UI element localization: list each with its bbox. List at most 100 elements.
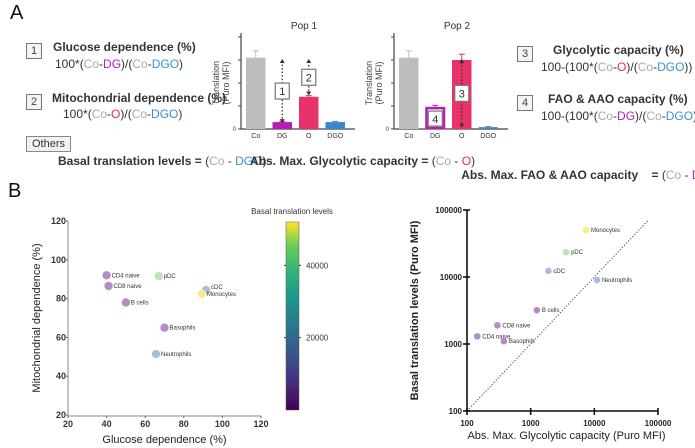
expr-text: )) [693, 109, 695, 123]
x-tick-label: O [306, 133, 312, 140]
y-tick-label: 0 [233, 127, 237, 133]
expr-term-mag: DG [617, 109, 636, 123]
bar-dgo [325, 122, 345, 129]
data-point [151, 349, 161, 359]
expr-text: ( [661, 168, 666, 182]
y-axis-label-line: Translation [211, 61, 221, 105]
annotation-number: 3 [459, 88, 465, 100]
data-point [104, 281, 113, 291]
y-axis-label: Basal translation levels (Puro MFI) [409, 220, 421, 400]
arrow-head-up [459, 59, 465, 63]
formula-number-badge: 1 [26, 43, 42, 59]
expr-text: ( [205, 154, 210, 168]
other-expression: (Co - DGO) [205, 154, 266, 168]
x-tick-label: DG [430, 133, 441, 140]
formula-1-expression: 100*(Co-DG)/(Co-DGO) [55, 57, 183, 71]
scatter-log-capacity: 100 1000 10000 100000 100 1000 10000 100000 Abs.… [409, 206, 672, 442]
expr-term-gray: Co [83, 57, 100, 71]
data-point [593, 276, 601, 284]
point-label: Neutrophils [602, 278, 632, 284]
expr-term-blue: DGO [657, 60, 685, 74]
annotation-number: 4 [432, 114, 438, 126]
expr-term-mag: DG [692, 168, 695, 182]
formula-4-expression: 100-(100*(Co-DG)/(Co-DGO)) [541, 109, 695, 123]
x-axis-label: Abs. Max. Glycolytic capacity (Puro MFI) [467, 430, 665, 442]
x-tick-label: 120 [253, 419, 268, 429]
formula-number-badge: 2 [26, 94, 42, 110]
point-label: B cells [131, 300, 149, 306]
point-label: pDC [164, 274, 177, 280]
other-label: Abs. Max. Glycolytic capacity = [250, 154, 432, 168]
x-tick-label: DGO [480, 133, 497, 140]
expr-text: - [613, 60, 618, 74]
expr-text: - [224, 154, 236, 168]
chart-title: Pop 1 [291, 21, 318, 32]
y-axis-label-line: (Puro MFI) [221, 61, 231, 104]
annotation-box [427, 110, 443, 127]
data-point [562, 248, 570, 256]
basal-translation-formula: Basal translation levels = (Co - DGO) [58, 154, 266, 168]
expr-text: ) [262, 154, 267, 168]
expr-term-blue: DGO [665, 109, 694, 123]
colorbar-title: Basal translation levels [251, 207, 333, 216]
panel-b-label: B [8, 180, 22, 202]
y-tick-label: 100 [449, 407, 463, 416]
x-axis-label: Glucose dependence (%) [102, 434, 226, 446]
other-label: Basal translation levels = [58, 154, 206, 168]
y-tick-label: 120 [51, 216, 66, 226]
expr-term-gray: Co [597, 60, 614, 74]
point-label: CD8 naive [114, 284, 143, 290]
x-tick-label: Co [251, 133, 260, 140]
expr-text: - [613, 109, 618, 123]
expr-term-red: O [617, 60, 627, 74]
data-point [160, 323, 169, 332]
formula-2: 2 [26, 92, 42, 110]
expr-term-gray: Co [665, 168, 682, 182]
expr-text: - [107, 107, 112, 121]
expr-term-gray: Co [646, 109, 662, 123]
expr-text: - [147, 107, 152, 121]
glycolytic-capacity-formula: Abs. Max. Glycolytic capacity = (Co - O) [250, 154, 475, 168]
y-tick-label: 100000 [435, 206, 462, 215]
bar-co [246, 57, 266, 130]
expr-text: - [653, 60, 658, 74]
expr-text: ) [179, 57, 184, 71]
point-label: cDC [553, 269, 565, 275]
y-axis-label: Translation(Puro MFI) [364, 61, 384, 105]
annotation-number: 1 [279, 86, 285, 98]
x-tick-label: 100 [460, 419, 474, 428]
x-tick-label: Co [404, 133, 413, 140]
colorbar-tick-label: 20000 [306, 334, 329, 343]
expr-text: 100-(100*( [541, 109, 598, 123]
point-label: cDC [211, 285, 223, 291]
y-tick-label: 100 [51, 255, 66, 265]
data-point [154, 271, 163, 281]
chart-title: Pop 2 [444, 21, 471, 32]
y-tick-label: 80 [56, 294, 66, 304]
expr-term-blue: DGO [151, 57, 180, 71]
bar-co [399, 57, 419, 130]
arrow-head-down [279, 119, 285, 124]
expr-term-gray: Co [435, 154, 452, 168]
x-tick-label: DGO [327, 133, 344, 140]
point-label: pDC [571, 250, 584, 256]
formula-4-title: FAO & AAO capacity (%) [548, 92, 688, 106]
point-label: Basophils [170, 326, 196, 332]
expr-term-gray: Co [91, 107, 108, 121]
x-tick-label: 40 [102, 419, 112, 429]
formula-number-badge: 4 [517, 95, 533, 111]
expr-text: )/( [120, 107, 132, 121]
data-point [121, 298, 131, 307]
x-tick-label: 1000 [522, 419, 540, 428]
data-point [500, 337, 508, 345]
annotation-box [454, 84, 470, 102]
formula-2-expression: 100*(Co-O)/(Co-DGO) [63, 107, 182, 121]
point-label: Neutrophils [161, 352, 191, 358]
expr-term-gray: Co [637, 60, 654, 74]
y-tick-label: 20 [56, 410, 66, 420]
x-tick-label: 100000 [645, 419, 672, 428]
expr-text: )) [684, 60, 693, 74]
arrow-head-up [279, 59, 285, 63]
point-label: CD4 naive [482, 334, 511, 340]
